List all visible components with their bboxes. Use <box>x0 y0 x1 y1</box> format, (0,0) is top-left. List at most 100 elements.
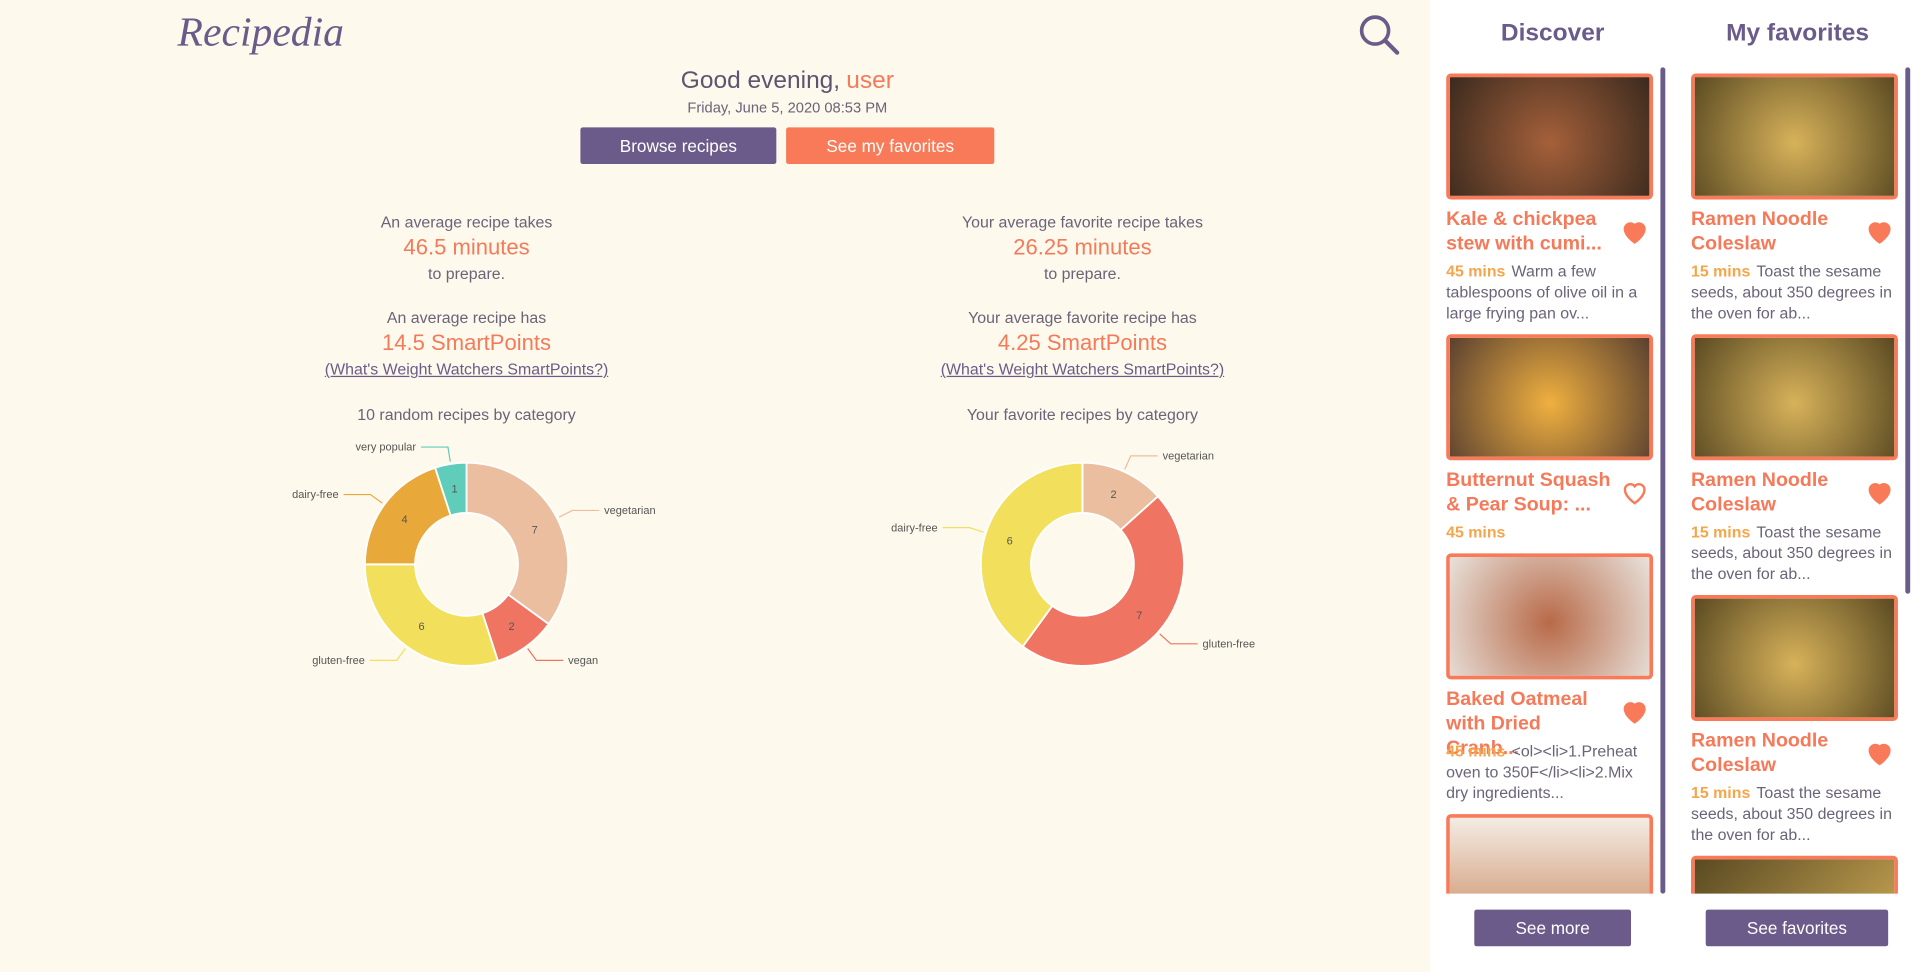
recipe-description: Toast the sesame seeds, about 350 degree… <box>1691 783 1892 844</box>
category-label: gluten-free <box>1203 638 1256 650</box>
category-label: vegetarian <box>604 505 655 517</box>
chart-title: Your favorite recipes by category <box>967 407 1198 424</box>
recipe-time: 15 mins <box>1691 783 1751 802</box>
heart-icon[interactable] <box>1865 217 1894 246</box>
leader-line <box>1124 455 1158 470</box>
main-area: Recipedia Good evening, user Friday, June… <box>177 9 1401 668</box>
heart-icon[interactable] <box>1620 697 1649 726</box>
recipe-info: 45 mins Warm a few tablespoons of olive o… <box>1446 261 1652 323</box>
stat-label: Your average favorite recipe takes <box>961 213 1203 232</box>
browse-button[interactable]: Browse recipes <box>580 127 777 165</box>
see-more-button[interactable]: See more <box>1474 909 1632 947</box>
recipe-title[interactable]: Ramen Noodle Coleslaw <box>1691 470 1829 516</box>
heart <box>1868 483 1891 505</box>
see-favorites-button[interactable]: See favorites <box>1705 909 1889 947</box>
heart <box>1868 743 1891 766</box>
stat-label: An average recipe takes <box>380 213 553 232</box>
stat-label: Your average favorite recipe has <box>968 308 1197 327</box>
slice <box>363 563 500 667</box>
recipe-time: 15 mins <box>1691 522 1751 542</box>
scrollbar[interactable] <box>1660 67 1666 894</box>
slice-label: 2 <box>508 621 514 633</box>
heart-icon[interactable] <box>1865 477 1894 506</box>
side-panel: Discover My favorites Kale & chickpea st… <box>1430 0 1920 972</box>
stat-label: to prepare. <box>428 264 506 283</box>
info-link[interactable]: (What's Weight Watchers SmartPoints?) <box>324 359 609 379</box>
date: Friday, June 5, 2020 08:53 PM <box>687 99 888 117</box>
recipe-image[interactable] <box>1446 814 1654 894</box>
charts: 10 random recipes by category 7 vegetarian… <box>292 407 1256 667</box>
search-icon[interactable] <box>1357 12 1401 56</box>
recipe-time: 45 mins <box>1446 261 1506 281</box>
recipe-image[interactable] <box>1691 855 1898 894</box>
category-label: vegetarian <box>1163 451 1214 463</box>
heart <box>1623 483 1646 505</box>
favorites-list: Ramen Noodle Coleslaw 15 mins Toast the se… <box>1691 67 1918 894</box>
recipe-image[interactable] <box>1446 73 1654 200</box>
scrollbar[interactable] <box>1905 67 1911 594</box>
heart <box>1868 222 1891 244</box>
recipe-title[interactable]: Ramen Noodle Coleslaw <box>1691 209 1829 255</box>
recipe-title[interactable]: Kale & chickpea stew with cumi... <box>1446 209 1602 255</box>
info-link[interactable]: (What's Weight Watchers SmartPoints?) <box>940 359 1225 379</box>
stat-value: 46.5 minutes <box>403 235 530 260</box>
recipe-title[interactable]: Butternut Squash & Pear Soup: ... <box>1446 470 1611 516</box>
leader-line <box>558 509 600 518</box>
stat-value: 26.25 minutes <box>1013 235 1152 260</box>
slice <box>465 461 570 626</box>
stat-value: 4.25 SmartPoints <box>997 330 1167 356</box>
leader-line <box>942 527 984 533</box>
recipe-description: Toast the sesame seeds, about 350 degree… <box>1691 261 1892 322</box>
recipe-time: 45 mins <box>1446 522 1506 542</box>
heart-icon[interactable] <box>1620 477 1649 506</box>
recipe-description: Warm a few tablespoons of olive oil in a… <box>1446 261 1638 322</box>
heart <box>1623 702 1646 724</box>
slice <box>433 461 468 517</box>
slice <box>1021 495 1185 667</box>
slice <box>979 461 1084 648</box>
category-label: dairy-free <box>891 522 937 534</box>
slice-label: 4 <box>402 514 408 526</box>
slice-label: 1 <box>451 483 457 495</box>
favorites-title: My favorites <box>1726 19 1870 47</box>
recipe-info: 45 mins <box>1446 522 1652 543</box>
heart-icon[interactable] <box>1620 217 1649 246</box>
logo[interactable]: Recipedia <box>177 9 345 56</box>
leader-line <box>369 648 406 662</box>
slice-label: 6 <box>418 621 424 633</box>
slice-label: 6 <box>1007 535 1013 547</box>
chart-title: 10 random recipes by category <box>357 407 575 424</box>
discover-title: Discover <box>1500 19 1605 47</box>
slice <box>363 466 452 566</box>
leader-line <box>527 648 564 662</box>
recipe-image[interactable] <box>1691 73 1898 200</box>
recipe-info: 45 mins <ol><li>1.Preheat oven to 350F</l… <box>1446 741 1652 803</box>
recipe-image[interactable] <box>1691 594 1898 722</box>
category-label: vegan <box>568 655 598 667</box>
slice-label: 7 <box>1136 610 1142 622</box>
greeting: Good evening, user <box>681 67 894 95</box>
recipe-image[interactable] <box>1691 334 1898 461</box>
heart-icon[interactable] <box>1865 738 1894 767</box>
recipe-title[interactable]: Baked Oatmeal with Dried Cranb... <box>1446 689 1588 759</box>
recipe-image[interactable] <box>1446 334 1654 461</box>
heart <box>1623 222 1646 244</box>
recipe-time: 15 mins <box>1691 261 1751 281</box>
greeting-text: Good evening, <box>680 67 841 95</box>
leader-line <box>1159 633 1198 645</box>
user-name: user <box>846 67 894 95</box>
stat-label: An average recipe has <box>386 308 547 327</box>
leader-line <box>421 446 451 462</box>
favorites-button[interactable]: See my favorites <box>786 127 995 165</box>
category-label: very popular <box>356 442 417 454</box>
stat-label: to prepare. <box>1043 264 1121 283</box>
category-label: gluten-free <box>312 655 365 667</box>
recipe-description: <ol><li>1.Preheat oven to 350F</li><li>2… <box>1446 741 1638 802</box>
category-label: dairy-free <box>292 489 338 501</box>
slice-label: 2 <box>1111 489 1117 501</box>
recipe-title[interactable]: Ramen Noodle Coleslaw <box>1691 730 1829 777</box>
discover-list: Kale & chickpea stew with cumi... 45 mins… <box>1446 67 1673 894</box>
recipe-image[interactable] <box>1446 553 1654 680</box>
